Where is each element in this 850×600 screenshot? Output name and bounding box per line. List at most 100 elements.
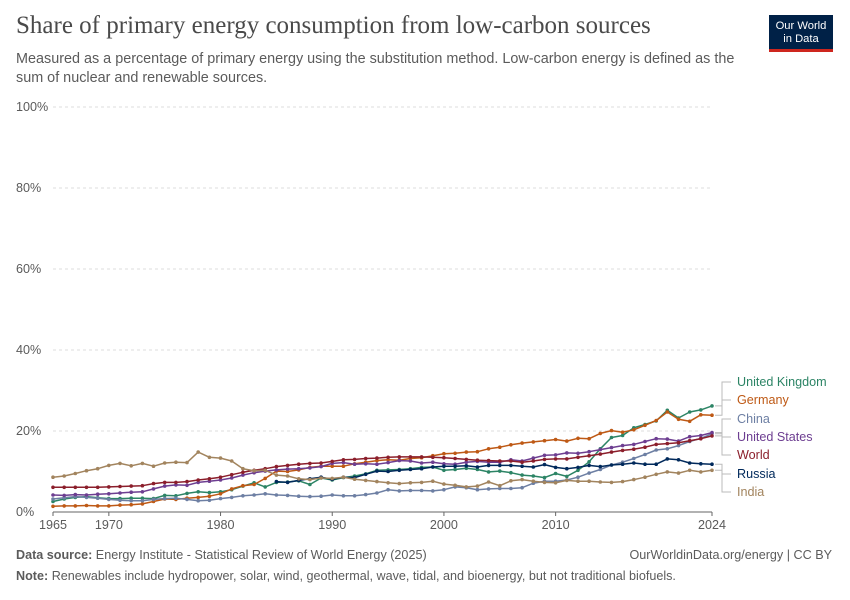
data-point-united-states-1987 — [296, 466, 301, 471]
data-point-united-states-1993 — [363, 462, 368, 466]
data-point-united-kingdom-2005 — [498, 469, 502, 473]
note: Note: Renewables include hydropower, sol… — [16, 569, 676, 583]
data-point-india-2011 — [565, 478, 569, 483]
data-point-united-kingdom-2010 — [553, 471, 558, 476]
data-point-china-1965 — [51, 497, 55, 501]
data-point-russia-2022 — [687, 461, 692, 465]
data-point-united-states-1997 — [408, 459, 413, 463]
series-label-india: India — [737, 485, 764, 499]
label-connector-india — [715, 469, 731, 493]
data-point-germany-2011 — [565, 439, 569, 443]
data-point-united-states-2016 — [620, 443, 625, 448]
data-point-united-states-1971 — [118, 491, 122, 495]
data-point-india-1999 — [431, 479, 435, 484]
data-point-germany-1978 — [196, 495, 200, 500]
data-point-india-1971 — [118, 461, 122, 466]
data-point-germany-1965 — [51, 504, 55, 509]
data-point-united-kingdom-1975 — [162, 493, 167, 498]
data-point-india-1996 — [397, 481, 402, 486]
gridlines — [53, 106, 712, 432]
data-point-china-1973 — [140, 498, 145, 503]
data-point-united-states-2022 — [687, 434, 692, 439]
data-point-united-states-2023 — [699, 433, 703, 438]
x-tick-label-1980: 1980 — [207, 518, 235, 532]
data-point-russia-2012 — [576, 465, 580, 470]
data-point-india-1970 — [107, 463, 111, 468]
series-line-germany — [52, 411, 713, 508]
data-point-world-2016 — [620, 448, 625, 453]
data-point-india-1965 — [51, 475, 55, 480]
data-point-world-2018 — [643, 445, 647, 450]
source-url[interactable]: OurWorldinData.org/energy | CC BY — [629, 548, 832, 562]
data-point-world-1988 — [308, 461, 312, 466]
data-point-india-1994 — [375, 479, 379, 484]
data-point-china-1981 — [229, 495, 234, 500]
data-point-united-kingdom-2012 — [576, 468, 580, 473]
data-point-united-states-1996 — [397, 458, 402, 463]
data-point-united-kingdom-2011 — [565, 474, 569, 479]
data-point-germany-2000 — [442, 451, 446, 456]
data-point-united-states-1982 — [241, 473, 245, 477]
data-point-united-kingdom-1977 — [185, 491, 189, 496]
source-label: Data source: — [16, 548, 93, 562]
data-point-india-2018 — [643, 475, 647, 480]
data-point-china-2018 — [643, 452, 647, 457]
data-point-world-1998 — [419, 455, 424, 459]
data-point-china-2005 — [498, 486, 502, 491]
data-point-germany-2009 — [542, 438, 547, 443]
source-text[interactable]: Energy Institute - Statistical Review of… — [95, 548, 427, 562]
label-connector-china — [715, 418, 731, 435]
data-point-germany-2001 — [453, 451, 457, 456]
axes: 0% 20% 40% 60% 80% 100% 1965 1970 1980 1990 2000 20… — [16, 100, 726, 532]
data-point-united-kingdom-2008 — [531, 474, 536, 478]
data-point-world-1989 — [319, 461, 323, 465]
data-point-world-2005 — [498, 459, 502, 463]
data-point-united-states-1981 — [229, 476, 234, 480]
data-point-united-states-1973 — [140, 490, 145, 494]
data-point-united-states-1965 — [51, 493, 55, 497]
data-point-germany-1984 — [263, 476, 268, 481]
data-point-india-1966 — [62, 474, 66, 478]
label-connector-united-kingdom — [715, 381, 731, 407]
data-point-united-states-1999 — [431, 460, 435, 465]
label-connector-russia — [715, 463, 731, 475]
x-tick-label-1990: 1990 — [318, 518, 346, 532]
data-point-india-1986 — [285, 474, 290, 478]
data-point-china-1976 — [174, 496, 178, 501]
data-point-germany-2020 — [665, 410, 670, 414]
series-label-united-states: United States — [737, 430, 813, 444]
data-point-india-2022 — [687, 468, 692, 473]
data-point-united-states-1976 — [174, 483, 178, 487]
data-point-russia-2024 — [710, 462, 714, 467]
owid-logo[interactable]: Our World in Data — [769, 15, 833, 52]
chart-subtitle: Measured as a percentage of primary ener… — [16, 51, 735, 86]
data-point-china-1995 — [386, 487, 390, 492]
data-point-united-states-1998 — [419, 461, 424, 465]
data-point-world-2006 — [509, 459, 513, 463]
data-point-china-2017 — [632, 456, 636, 461]
data-point-india-1987 — [296, 477, 301, 481]
data-point-china-1980 — [218, 496, 223, 501]
data-point-united-states-1970 — [107, 492, 111, 496]
data-point-russia-2008 — [531, 465, 536, 469]
data-point-world-1986 — [285, 463, 290, 468]
data-point-china-1987 — [296, 494, 301, 499]
data-point-germany-1983 — [252, 482, 256, 487]
data-point-world-2000 — [442, 455, 446, 460]
data-point-germany-2016 — [620, 430, 625, 435]
x-tick-label-2010: 2010 — [542, 518, 570, 532]
data-point-india-1998 — [419, 480, 424, 485]
data-point-world-1987 — [296, 462, 301, 467]
data-point-india-2006 — [509, 479, 513, 483]
data-point-united-states-1972 — [129, 490, 133, 495]
data-point-united-kingdom-2000 — [442, 468, 446, 473]
data-point-russia-2003 — [475, 465, 480, 469]
data-point-russia-2023 — [699, 462, 703, 466]
data-point-united-kingdom-2023 — [699, 408, 703, 412]
data-point-world-1991 — [341, 458, 346, 462]
data-point-united-states-2008 — [531, 456, 536, 460]
data-point-world-1965 — [51, 485, 55, 490]
data-point-united-states-2024 — [710, 430, 714, 435]
data-point-germany-2017 — [632, 428, 636, 432]
data-point-germany-1979 — [207, 494, 212, 499]
